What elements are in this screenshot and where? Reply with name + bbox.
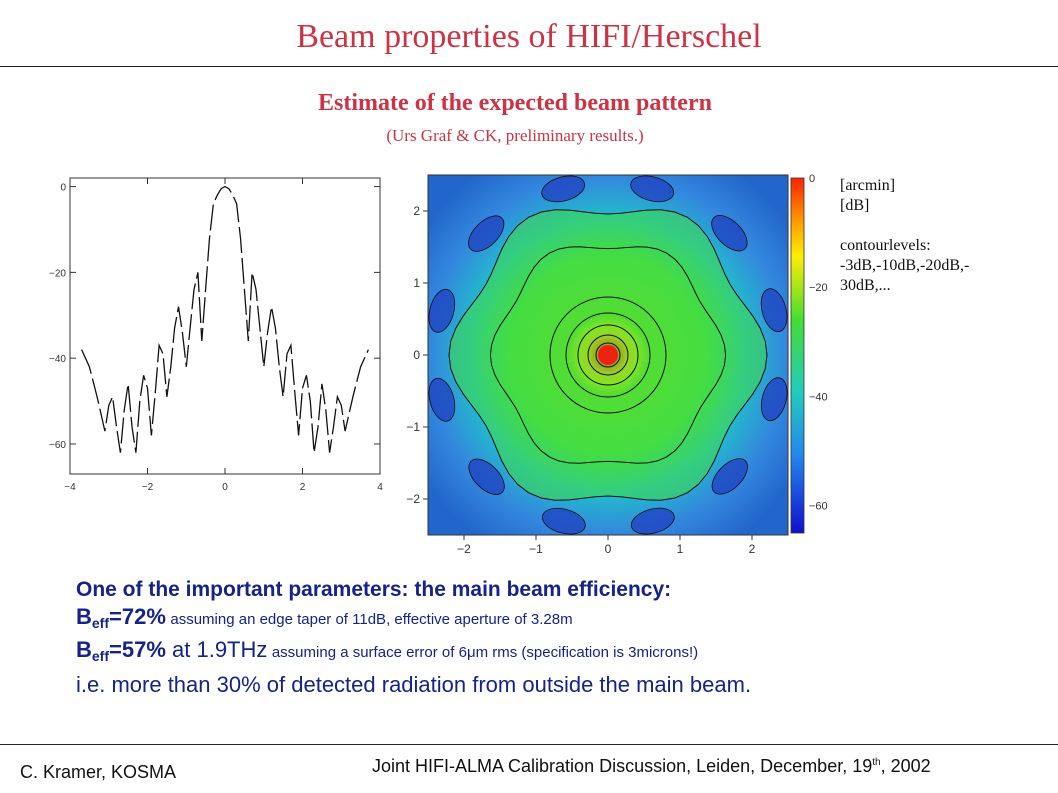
x-tick-label: 2 <box>749 542 756 556</box>
null-region <box>468 458 505 495</box>
beam-map-plot: 2 1 0 −1 −2 −2 −1 0 1 2 0 −20 −40 −60 <box>406 173 828 556</box>
credit-line: (Urs Graf & CK, preliminary results.) <box>386 126 644 145</box>
main-beam-contour <box>595 342 621 368</box>
null-region <box>541 507 586 535</box>
eff-subscript-2: eff <box>91 648 110 664</box>
frequency: at 1.9THz <box>165 637 268 662</box>
efficiency-value-2: =57% <box>109 637 166 662</box>
note-2-start: assuming a surface error of 6 <box>271 644 467 661</box>
x-tick-label: −2 <box>142 482 154 493</box>
main-beam-contour <box>565 312 651 398</box>
contour-values-1: -3dB,-10dB,-20dB,- <box>840 257 970 274</box>
body-line-2: Beff=72% assuming an edge taper of 11dB,… <box>76 604 573 631</box>
event-sup: th <box>872 757 881 768</box>
null-region <box>630 507 675 535</box>
main-beam-contour <box>549 296 667 414</box>
body-line-3: Beff=57% at 1.9THz assuming a surface er… <box>76 637 698 664</box>
x-tick-label: 0 <box>605 542 612 556</box>
y-tick-label: 2 <box>413 204 420 218</box>
beam-peak <box>598 345 618 365</box>
x-tick-label: 2 <box>300 482 306 493</box>
section-heading: Estimate of the expected beam pattern <box>318 90 712 116</box>
null-region <box>630 175 675 203</box>
b-symbol: B <box>76 604 92 629</box>
null-region <box>711 215 748 252</box>
null-region <box>760 288 788 333</box>
y-tick-label: 0 <box>60 183 66 194</box>
event-end: , 2002 <box>880 756 931 776</box>
unit-x-label: [arcmin] <box>840 177 896 194</box>
colorbar-tick-label: −40 <box>809 392 828 404</box>
x-tick-label: −2 <box>457 542 471 556</box>
x-tick-label: 0 <box>222 482 228 493</box>
null-region <box>468 215 505 252</box>
colorbar-tick-label: −20 <box>809 282 828 294</box>
x-tick-label: 1 <box>677 542 684 556</box>
page-title: Beam properties of HIFI/Herschel <box>296 18 762 55</box>
y-tick-label: −2 <box>406 492 420 506</box>
colorbar-tick-label: 0 <box>809 173 815 185</box>
y-tick-label: −1 <box>406 420 420 434</box>
null-region <box>760 377 788 422</box>
efficiency-note-1: assuming an edge taper of 11dB, effectiv… <box>170 611 573 628</box>
beam-cut-frame <box>69 177 381 475</box>
null-region <box>428 288 456 333</box>
title-divider <box>0 66 1058 67</box>
body-line-1: One of the important parameters: the mai… <box>76 578 672 601</box>
footer-event: Joint HIFI-ALMA Calibration Discussion, … <box>372 756 931 777</box>
body-line-4: i.e. more than 30% of detected radiation… <box>76 672 752 697</box>
y-tick-label: 1 <box>413 276 420 290</box>
contour-label: contourlevels: <box>840 237 931 254</box>
colorbar <box>790 177 805 534</box>
efficiency-note-2: assuming a surface error of 6μm rms (spe… <box>272 644 698 661</box>
b-symbol-2: B <box>76 637 92 662</box>
event-main: Joint HIFI-ALMA Calibration Discussion, … <box>372 756 873 776</box>
x-tick-label: 4 <box>377 482 383 493</box>
contour-values-2: 30dB,... <box>840 277 891 294</box>
note-2-end: m rms (specification is 3microns!) <box>475 644 699 661</box>
main-beam-contour <box>577 324 639 386</box>
y-tick-label: −40 <box>49 354 66 365</box>
null-region <box>428 377 456 422</box>
colorbar-notes: [arcmin] [dB] contourlevels: -3dB,-10dB,… <box>840 176 969 296</box>
efficiency-value-1: =72% <box>109 604 166 629</box>
main-beam-contour <box>587 334 629 376</box>
x-tick-label: −4 <box>64 482 76 493</box>
footer-divider <box>0 744 1058 745</box>
mu-symbol: μ <box>466 644 476 661</box>
null-region <box>541 175 586 203</box>
beam-cut-plot: 0−20−40−60 −4 −2 0 2 4 <box>49 177 383 493</box>
unit-z-label: [dB] <box>840 197 870 214</box>
y-tick-label: −20 <box>49 268 66 279</box>
x-tick-label: −1 <box>529 542 543 556</box>
footer-author: C. Kramer, KOSMA <box>20 762 177 782</box>
y-tick-label: −60 <box>49 440 66 451</box>
beam-cut-line <box>81 185 369 453</box>
null-region <box>711 458 748 495</box>
y-tick-label: 0 <box>413 348 420 362</box>
colorbar-tick-label: −60 <box>809 501 828 513</box>
contour-ring <box>489 246 727 464</box>
eff-subscript: eff <box>91 615 110 631</box>
